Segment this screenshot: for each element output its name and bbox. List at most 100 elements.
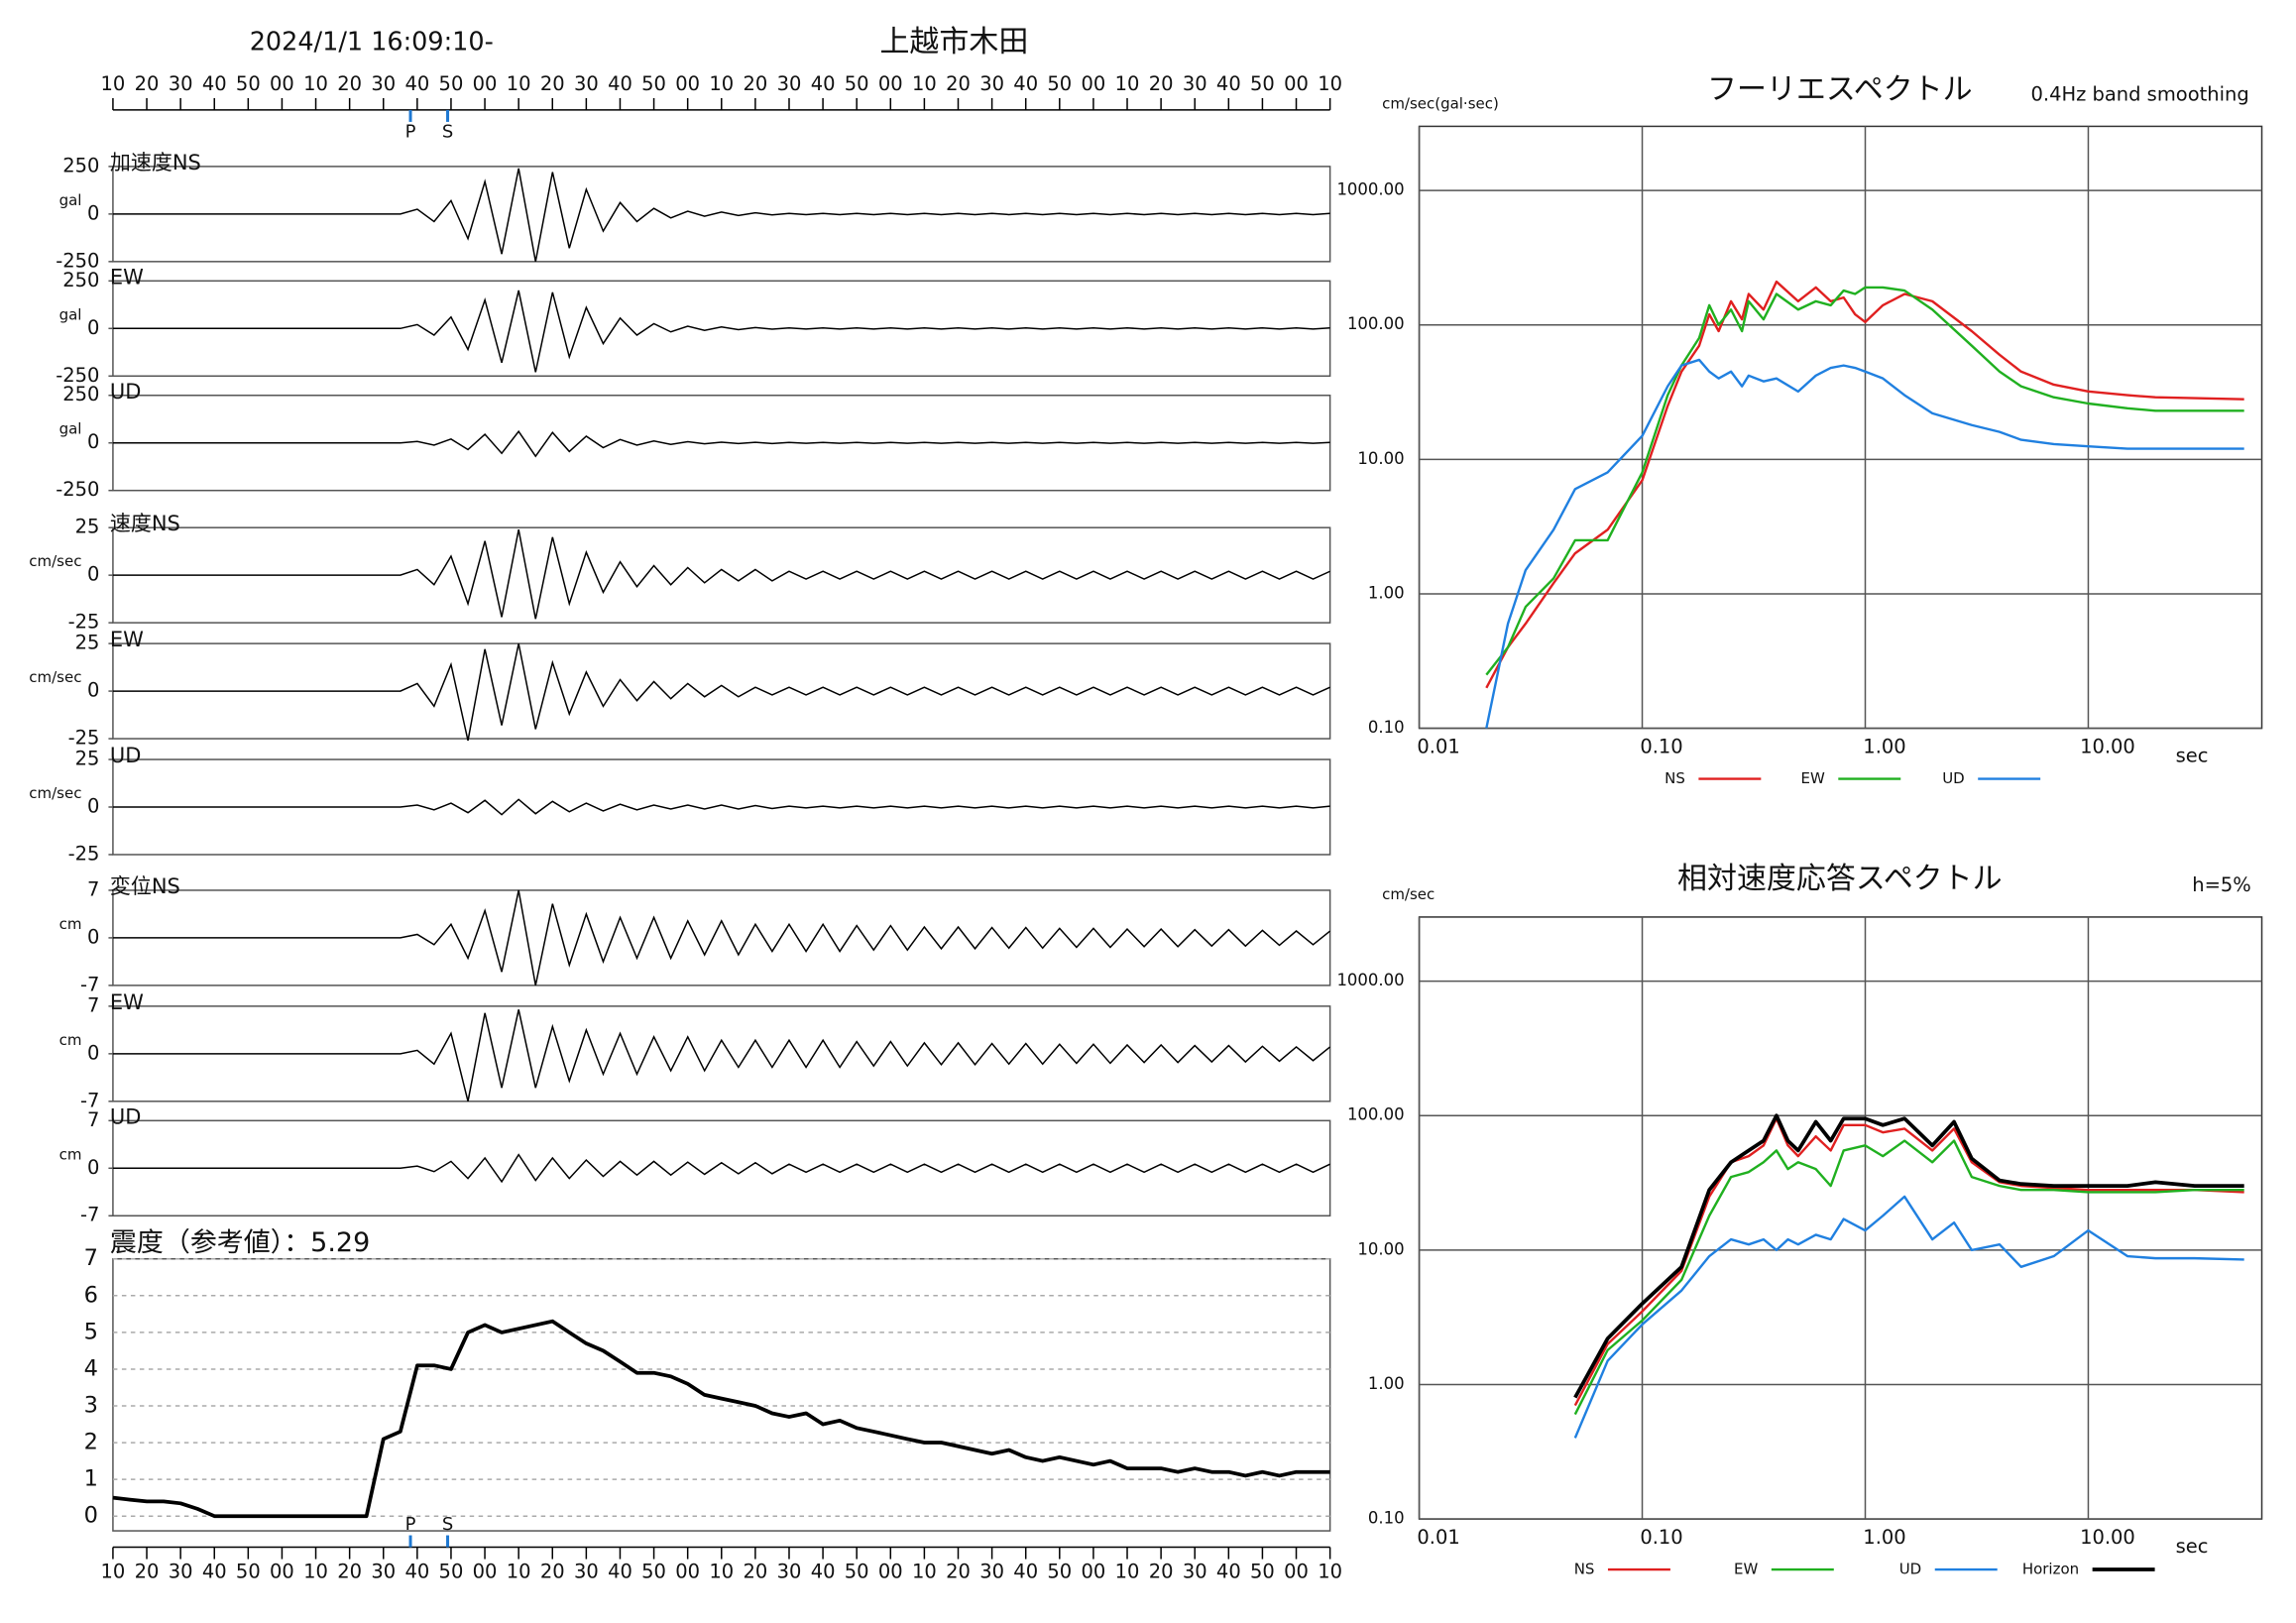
y-tick-label: 0 (87, 563, 99, 586)
x-tick-label: 0.10 (1640, 1526, 1682, 1549)
x-tick-label: 40 (1216, 1561, 1241, 1583)
x-axis-label: sec (2176, 1535, 2209, 1558)
y-tick-label: 25 (75, 632, 100, 654)
x-axis-label: sec (2176, 745, 2209, 767)
x-tick-label: 50 (641, 72, 666, 95)
x-tick-label: 50 (1250, 72, 1275, 95)
y-tick-label: -250 (56, 249, 99, 272)
x-tick-label: 0.01 (1417, 1526, 1459, 1549)
x-tick-label: 00 (473, 1561, 498, 1583)
y-tick-label: 0 (87, 679, 99, 702)
waveform (112, 290, 1330, 373)
y-tick-label: 0 (87, 1041, 99, 1064)
x-tick-label: 20 (540, 1561, 565, 1583)
spectrum-line (1485, 286, 2244, 676)
x-tick-label: 30 (371, 1561, 396, 1583)
legend-label: Horizon (2022, 1561, 2079, 1578)
x-tick-label: 20 (135, 1561, 160, 1583)
x-tick-label: 00 (675, 72, 700, 95)
panel-unit: gal (59, 420, 82, 438)
chart-subtitle: 0.4Hz band smoothing (2031, 82, 2249, 105)
header-datetime: 2024/1/1 16:09:10- (250, 27, 494, 57)
spectrum-line (1573, 1139, 2244, 1416)
panel-unit: gal (59, 305, 82, 323)
intensity-line (112, 1319, 1330, 1519)
waveform (112, 798, 1330, 816)
panel-unit: cm/sec (29, 784, 81, 802)
x-tick-label: 20 (743, 72, 767, 95)
legend-label: EW (1734, 1561, 1758, 1578)
x-tick-label: 10 (709, 72, 734, 95)
x-tick-label: 10 (101, 1561, 126, 1583)
x-tick-label: 50 (439, 1561, 464, 1583)
x-tick-label: 30 (777, 1561, 802, 1583)
panel-unit: cm (59, 1145, 82, 1163)
y-tick-label: 0 (87, 430, 99, 453)
x-tick-label: 0.01 (1417, 736, 1459, 758)
x-tick-label: 50 (439, 72, 464, 95)
y-tick-label: 4 (84, 1355, 98, 1381)
y-tick-label: 1 (84, 1466, 98, 1492)
x-tick-label: 00 (473, 72, 498, 95)
x-tick-label: 00 (270, 1561, 294, 1583)
phase-label: P (405, 121, 416, 142)
x-tick-label: 40 (811, 1561, 836, 1583)
waveform (112, 528, 1330, 620)
x-tick-label: 0.10 (1640, 736, 1682, 758)
y-tick-label: -7 (80, 973, 99, 995)
legend-label: UD (1942, 769, 1965, 787)
x-tick-label: 00 (1284, 72, 1309, 95)
x-tick-label: 20 (946, 72, 971, 95)
x-tick-label: 20 (135, 72, 160, 95)
y-tick-label: 0 (87, 925, 99, 948)
panel-unit: cm/sec (29, 668, 81, 686)
panel-label: UD (110, 744, 141, 767)
x-tick-label: 10.00 (2080, 1526, 2135, 1549)
x-tick-label: 10 (912, 1561, 937, 1583)
y-tick-label: -7 (80, 1204, 99, 1226)
x-tick-label: 50 (1047, 1561, 1072, 1583)
x-tick-label: 10 (101, 72, 126, 95)
x-tick-label: 10 (1318, 72, 1342, 95)
x-tick-label: 50 (845, 72, 869, 95)
y-tick-label: 1000.00 (1336, 971, 1404, 989)
panel-label: EW (110, 265, 144, 289)
spectrum-line (1573, 1113, 2244, 1399)
x-tick-label: 50 (236, 1561, 261, 1583)
y-tick-label: -25 (68, 727, 100, 750)
panel-unit: cm (59, 915, 82, 933)
x-tick-label: 40 (1013, 72, 1038, 95)
plot-frame (1418, 125, 2263, 730)
x-tick-label: 10.00 (2080, 736, 2135, 758)
y-tick-label: 7 (84, 1245, 98, 1271)
plot-area (1485, 280, 2244, 729)
y-tick-label: 5 (84, 1319, 98, 1344)
phase-label: S (442, 1514, 453, 1535)
y-tick-label: 0.10 (1368, 1509, 1405, 1528)
station-name: 上越市木田 (879, 25, 1028, 59)
panel-label: 加速度NS (110, 151, 201, 174)
x-tick-label: 50 (1250, 1561, 1275, 1583)
panel-label: EW (110, 990, 144, 1014)
y-tick-label: -25 (68, 611, 100, 634)
x-tick-label: 20 (540, 72, 565, 95)
x-tick-label: 1.00 (1863, 1526, 1905, 1549)
chart-title: フーリエスペクトル (1707, 72, 1973, 107)
y-tick-label: -7 (80, 1089, 99, 1111)
y-tick-label: 1.00 (1368, 583, 1405, 602)
chart-subtitle: h=5% (2192, 873, 2251, 896)
x-tick-label: 20 (337, 1561, 362, 1583)
panel-label: UD (110, 380, 141, 404)
panel-label: EW (110, 628, 144, 651)
x-tick-label: 30 (371, 72, 396, 95)
waveform (112, 1153, 1330, 1184)
x-tick-label: 00 (1082, 72, 1106, 95)
waveform (112, 429, 1330, 458)
x-tick-label: 00 (1082, 1561, 1106, 1583)
legend-label: UD (1899, 1561, 1922, 1578)
waveform (112, 889, 1331, 986)
y-tick-label: 250 (62, 154, 99, 176)
x-tick-label: 20 (1149, 72, 1174, 95)
y-tick-label: 100.00 (1347, 1105, 1405, 1124)
y-tick-label: 0 (87, 201, 99, 224)
